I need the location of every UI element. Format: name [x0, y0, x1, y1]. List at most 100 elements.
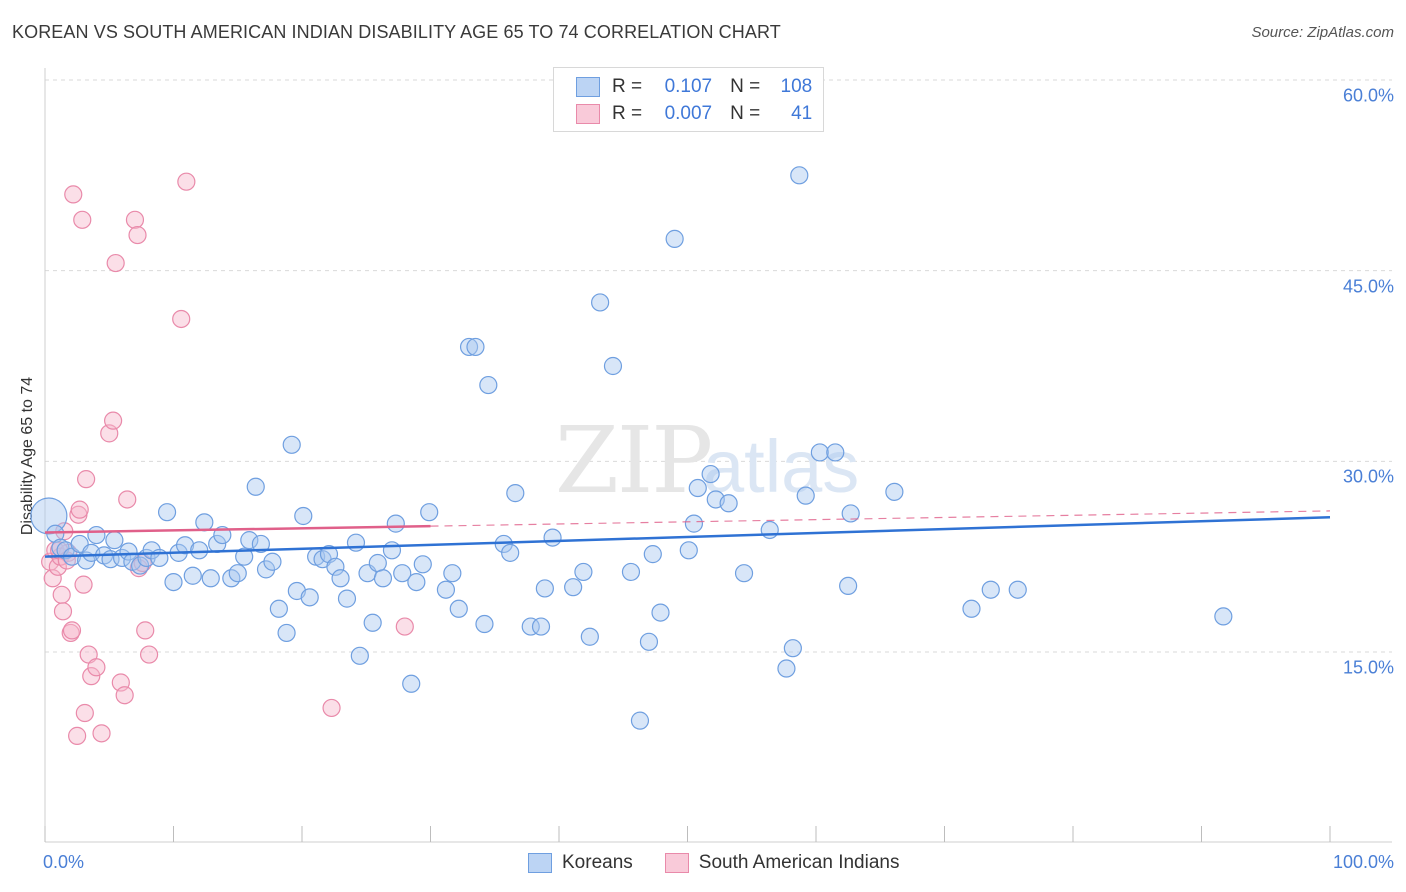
chart-title: KOREAN VS SOUTH AMERICAN INDIAN DISABILI…: [12, 22, 781, 42]
legend-row-south-american-indians: R = 0.007 N = 41: [576, 101, 812, 127]
data-point-korean: [760, 520, 779, 540]
trendline-koreans: [44, 516, 1331, 558]
data-point-south-american-indian: [74, 575, 93, 594]
blue-swatch: [576, 77, 600, 97]
data-point-south-american-indian: [128, 225, 147, 245]
data-point-korean: [326, 557, 345, 576]
n-value: 108: [780, 76, 813, 97]
data-point-south-american-indian: [136, 621, 155, 640]
data-point-korean: [246, 477, 265, 496]
y-tick-label: 30.0%: [1342, 466, 1394, 487]
data-point-korean: [46, 524, 65, 543]
data-point-korean: [521, 617, 540, 636]
data-point-korean: [87, 525, 106, 545]
data-point-korean: [475, 614, 494, 634]
legend-label: South American Indians: [698, 852, 900, 873]
data-point-korean: [734, 564, 754, 583]
data-point-south-american-indian: [139, 645, 159, 664]
data-point-korean: [790, 166, 809, 185]
data-point-korean: [580, 627, 599, 646]
data-point-korean: [885, 482, 904, 501]
data-point-korean: [300, 588, 319, 607]
x-tick-label-min: 0.0%: [43, 852, 85, 872]
legend-item-koreans[interactable]: Koreans: [528, 852, 633, 874]
data-point-south-american-indian: [125, 210, 145, 229]
data-point-korean: [643, 545, 662, 564]
data-point-south-american-indian: [43, 569, 62, 588]
n-label: N =: [730, 103, 761, 124]
source-label: Source: ZipAtlas.com: [1251, 24, 1394, 41]
data-point-south-american-indian: [70, 500, 89, 519]
data-point-korean: [981, 580, 1000, 599]
data-point-korean: [1214, 607, 1233, 626]
data-point-korean: [506, 484, 525, 503]
data-point-korean: [190, 541, 209, 560]
data-point-south-american-indian: [177, 172, 196, 191]
data-point-korean: [175, 536, 195, 555]
data-point-korean: [684, 514, 704, 533]
data-point-south-american-indian: [68, 726, 87, 745]
data-point-korean: [501, 543, 520, 562]
n-label: N =: [730, 76, 761, 97]
y-tick-label: 60.0%: [1342, 85, 1394, 106]
data-point-korean: [269, 599, 288, 618]
data-point-korean: [30, 497, 68, 535]
data-point-korean: [256, 560, 276, 579]
data-point-korean: [382, 541, 402, 560]
trendline-south-american-indians-extension: [430, 510, 1331, 527]
data-point-south-american-indian: [104, 411, 123, 430]
data-point-korean: [240, 531, 259, 550]
data-point-south-american-indian: [322, 698, 341, 718]
data-point-korean: [105, 531, 124, 550]
series-legend: Koreans South American Indians: [528, 852, 931, 874]
svg-text:ZIP: ZIP: [555, 407, 711, 514]
data-point-korean: [331, 569, 350, 588]
data-point-korean: [826, 443, 845, 462]
n-value: 41: [791, 103, 813, 124]
data-point-korean: [277, 623, 296, 643]
data-point-korean: [531, 617, 551, 636]
data-point-south-american-indian: [172, 309, 191, 329]
y-tick-label: 45.0%: [1342, 276, 1394, 297]
data-point-korean: [783, 639, 802, 658]
svg-text:atlas: atlas: [703, 425, 859, 508]
data-point-korean: [443, 564, 462, 583]
data-point-korean: [459, 337, 479, 357]
data-point-korean: [402, 674, 421, 693]
data-point-korean: [337, 589, 357, 608]
data-point-south-american-indian: [52, 585, 71, 604]
data-point-korean: [235, 547, 254, 566]
zipatlas-watermark: ZIP atlas: [555, 407, 859, 514]
data-point-korean: [639, 632, 659, 651]
data-point-korean: [346, 533, 366, 552]
data-point-korean: [183, 566, 202, 585]
data-point-south-american-indian: [87, 658, 106, 677]
legend-item-south-american-indians[interactable]: South American Indians: [664, 852, 900, 874]
data-point-south-american-indian: [75, 703, 94, 723]
data-point-korean: [201, 569, 220, 588]
data-point-korean: [543, 528, 562, 547]
r-value: 0.107: [664, 76, 713, 97]
data-point-korean: [130, 556, 150, 575]
r-label: R =: [612, 76, 643, 97]
data-point-korean: [420, 503, 439, 522]
data-point-south-american-indian: [77, 470, 96, 489]
data-point-south-american-indian: [73, 210, 92, 229]
data-point-korean: [1008, 580, 1027, 599]
data-point-south-american-indian: [115, 686, 134, 705]
data-point-korean: [119, 542, 138, 561]
data-point-korean: [436, 580, 456, 599]
data-point-korean: [282, 435, 301, 454]
r-label: R =: [612, 103, 643, 124]
data-point-korean: [603, 356, 623, 376]
data-point-korean: [479, 375, 498, 395]
data-point-south-american-indian: [92, 724, 111, 743]
data-point-korean: [839, 576, 858, 596]
data-point-korean: [386, 514, 405, 533]
data-point-korean: [701, 464, 720, 484]
data-point-korean: [688, 478, 707, 498]
r-value: 0.007: [664, 103, 713, 124]
data-point-korean: [157, 503, 177, 522]
data-point-korean: [841, 504, 860, 523]
